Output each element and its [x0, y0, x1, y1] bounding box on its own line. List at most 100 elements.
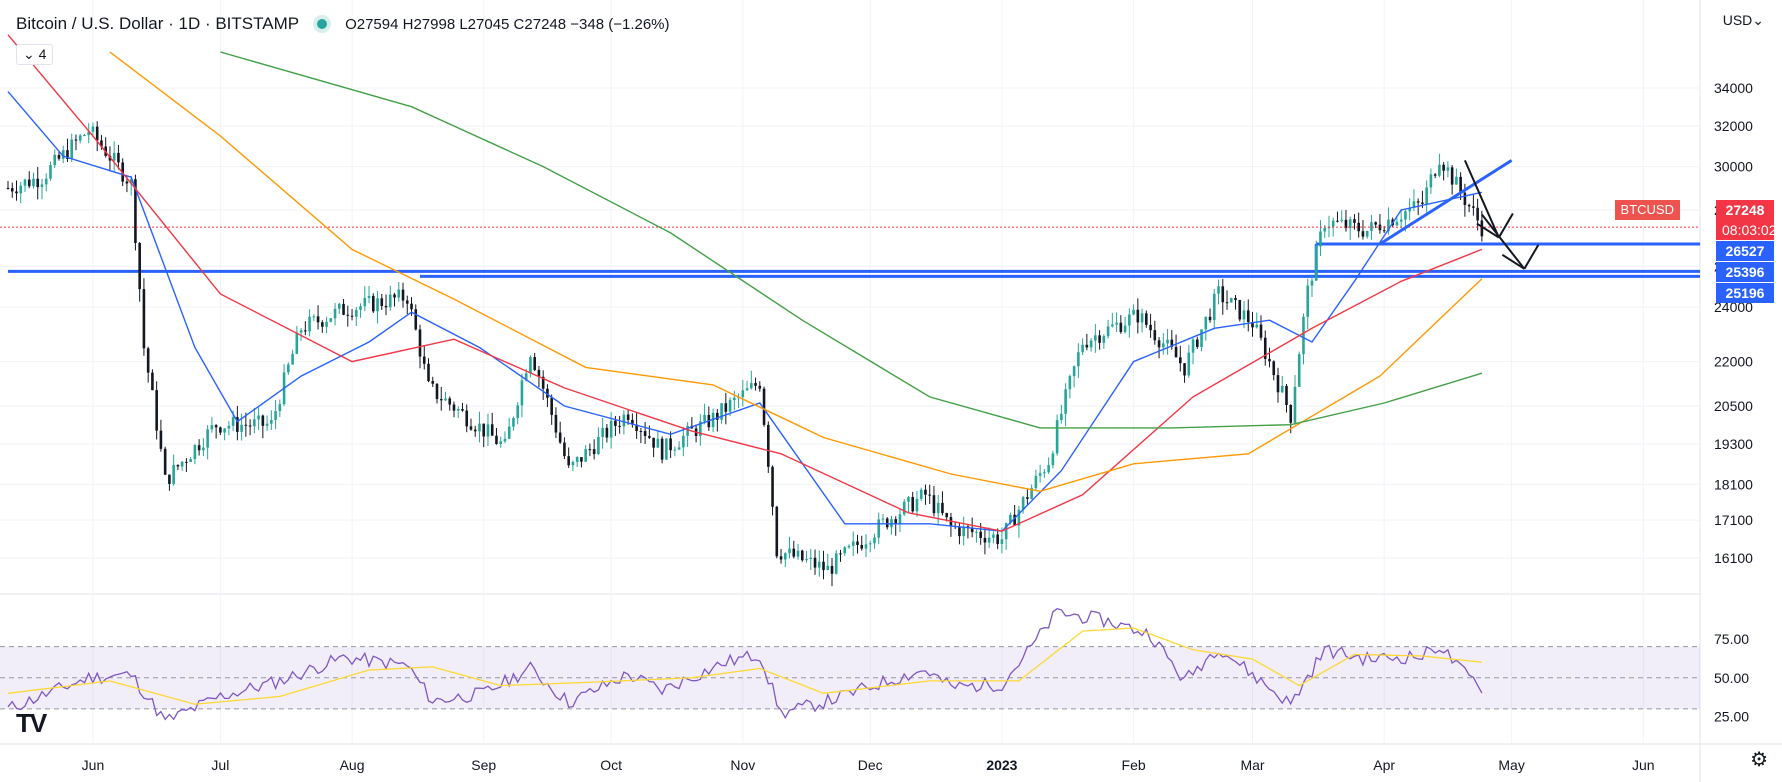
candle [919, 489, 923, 499]
candle [435, 383, 439, 400]
candle [1115, 322, 1118, 325]
candle [180, 461, 184, 467]
candle [571, 461, 575, 466]
candle [609, 420, 613, 438]
tradingview-logo[interactable]: TV [16, 708, 47, 738]
candle [304, 330, 307, 332]
candle [554, 414, 558, 433]
candle [329, 318, 333, 322]
candle [1438, 164, 1441, 176]
candle [1255, 324, 1259, 328]
level-tag-26527: 26527 [1716, 241, 1774, 261]
candle [23, 179, 27, 186]
currency-selector[interactable]: USD⌄ [1723, 12, 1764, 29]
candle [724, 403, 728, 412]
candle [388, 294, 392, 308]
candle [1280, 385, 1284, 393]
candle [1195, 339, 1199, 347]
candle [257, 415, 260, 420]
candle [915, 498, 919, 512]
candle [1009, 514, 1012, 524]
candle [1234, 298, 1237, 301]
down-arrow [1463, 159, 1514, 239]
candle [1021, 497, 1025, 510]
candle [1225, 302, 1229, 304]
candle [206, 429, 209, 448]
candle [1166, 339, 1169, 344]
candle [541, 376, 545, 389]
candle [1174, 346, 1178, 358]
candle [1170, 339, 1174, 347]
candle [1442, 164, 1445, 171]
candle [1446, 167, 1450, 171]
candle [873, 537, 876, 544]
candle [1399, 219, 1403, 222]
candle [142, 289, 146, 349]
candle [418, 329, 422, 357]
candle [1183, 363, 1186, 376]
candle [962, 526, 965, 537]
candle [699, 421, 702, 436]
candle [486, 424, 490, 437]
candle [885, 518, 889, 528]
x-tick-label: Oct [600, 757, 622, 773]
level-tag-25196: 25196 [1716, 283, 1774, 303]
candle [533, 357, 536, 370]
candle [448, 398, 452, 405]
candle [1459, 176, 1462, 193]
chevron-down-icon: ⌄ [23, 46, 39, 62]
candle [427, 363, 430, 382]
candle [1013, 514, 1016, 526]
candle [750, 383, 753, 389]
x-tick-label: Jun [1632, 757, 1655, 773]
candle [316, 316, 320, 323]
ohlc-readout: O27594 H27998 L27045 C27248 −348 (−1.26%… [345, 16, 670, 33]
candle [1043, 472, 1046, 474]
candle [333, 308, 337, 319]
candle [1365, 230, 1369, 237]
chart-header: Bitcoin / U.S. Dollar · 1D · BITSTAMP O27… [16, 14, 670, 34]
candle [1153, 330, 1157, 341]
candle [660, 438, 664, 460]
candle [129, 179, 133, 184]
candle [185, 461, 188, 463]
x-tick-label: 2023 [986, 757, 1017, 773]
candle [1348, 219, 1352, 229]
rsi-tick-label: 50.00 [1714, 670, 1749, 686]
candle [112, 152, 116, 161]
candle [592, 449, 596, 455]
candle [1034, 475, 1038, 489]
candle [1106, 326, 1110, 337]
candle [584, 449, 587, 462]
candle [686, 425, 689, 436]
candle [431, 381, 435, 384]
arrow-head [1476, 222, 1500, 239]
candle [270, 420, 273, 424]
candle [1404, 211, 1407, 220]
x-tick-label: Jul [211, 757, 229, 773]
candle [783, 553, 787, 560]
candle [575, 457, 579, 462]
x-tick-label: Mar [1240, 757, 1264, 773]
candle [639, 431, 643, 433]
candle [958, 527, 961, 537]
candle [524, 373, 528, 381]
gear-icon[interactable]: ⚙ [1750, 749, 1768, 771]
market-status-icon [317, 19, 328, 30]
candle [495, 435, 498, 444]
candle [439, 399, 443, 401]
candle [473, 429, 477, 432]
candle [1017, 509, 1021, 526]
x-tick-label: Feb [1122, 757, 1146, 773]
candle [1077, 352, 1080, 367]
candle [91, 126, 95, 132]
y-tick-label: 17100 [1714, 512, 1753, 528]
candle [1123, 325, 1127, 333]
candle [57, 154, 61, 159]
x-tick-label: Aug [340, 757, 365, 773]
candle [622, 414, 626, 427]
candle [197, 445, 201, 451]
candle [1064, 389, 1067, 414]
indicators-toggle[interactable]: ⌄ 4 [16, 44, 54, 65]
